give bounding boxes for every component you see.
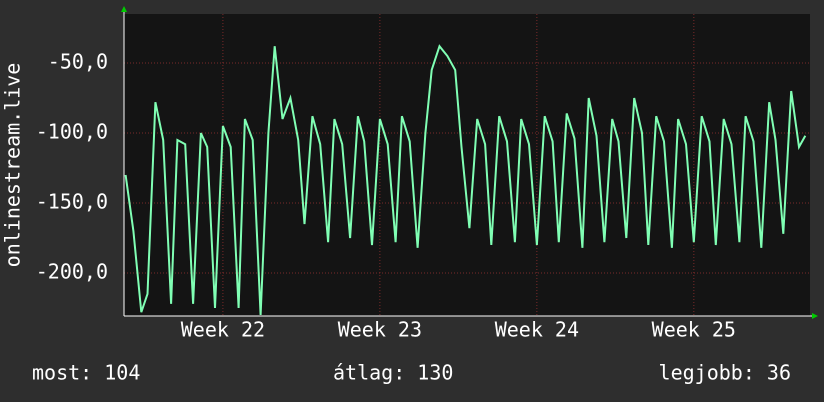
y-tick-label: -50,0 (48, 50, 108, 74)
plot-area (124, 14, 810, 316)
y-tick-label: -200,0 (36, 260, 108, 284)
x-tick-label: Week 23 (338, 318, 422, 342)
y-tick-label: -150,0 (36, 190, 108, 214)
x-tick-label: Week 25 (652, 318, 736, 342)
stat-current: most: 104 (32, 361, 140, 385)
axis-arrow (121, 6, 127, 12)
axis-arrow (812, 313, 818, 319)
x-tick-label: Week 22 (181, 318, 265, 342)
series-line (124, 44, 807, 316)
y-tick-label: -100,0 (36, 120, 108, 144)
stat-average: átlag: 130 (333, 361, 453, 385)
stat-max: legjobb: 36 (659, 361, 791, 385)
x-tick-label: Week 24 (495, 318, 579, 342)
y-axis-label: onlinestream.live (1, 63, 25, 268)
